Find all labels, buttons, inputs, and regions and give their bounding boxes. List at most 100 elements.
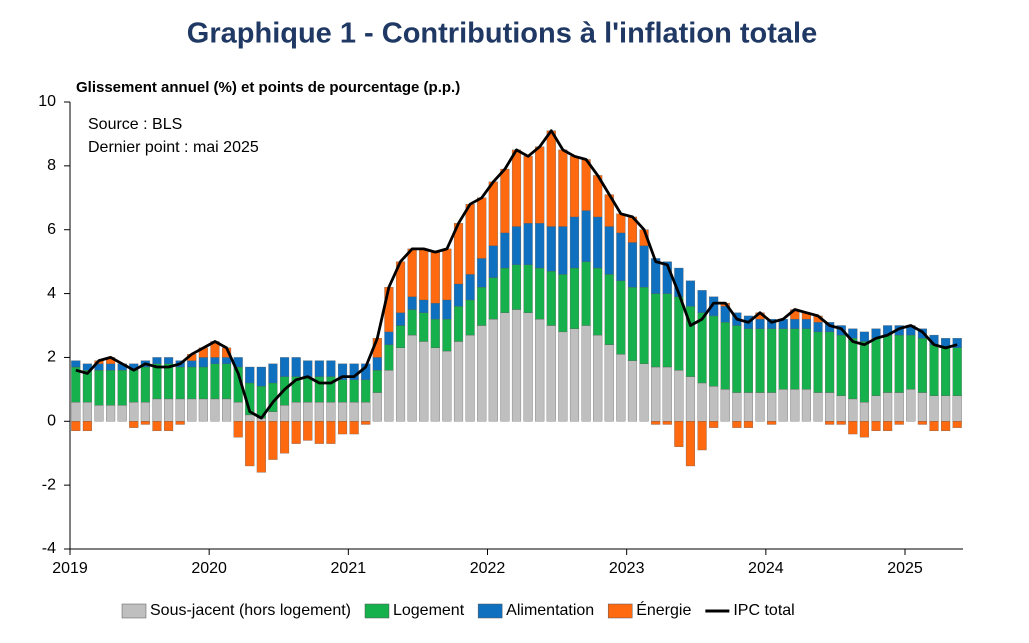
bar [129,370,139,403]
bar [349,401,359,422]
bar [848,338,858,400]
bar [558,149,568,227]
bar [848,328,858,339]
bar [535,146,545,224]
bar [546,271,556,326]
bar [535,318,545,422]
bar [929,395,939,422]
bar [233,401,243,422]
bar [755,392,765,422]
bar [569,216,580,269]
bar [917,338,927,393]
bar [279,405,290,422]
bar [697,312,707,384]
bar [407,296,417,310]
bar [129,401,139,422]
bar [523,312,533,422]
x-tick-label: 2023 [609,560,645,577]
bar [477,287,487,326]
bar [407,248,417,297]
bar [488,245,498,278]
bar [952,338,962,348]
bar [222,363,232,400]
legend-label: Énergie [636,600,691,619]
bar [523,156,533,224]
bar [442,248,452,301]
bar [488,277,498,320]
bar [453,283,464,307]
bar [709,386,719,422]
bar [627,287,638,361]
bar [871,395,881,422]
bar [917,421,927,425]
bar [326,360,336,377]
bar [709,421,719,428]
bar [279,421,290,454]
x-tick-label: 2025 [887,560,923,577]
bar [941,421,951,432]
bar [106,363,116,371]
bar [175,398,185,422]
bar [372,357,382,371]
legend-swatch [364,603,390,619]
bar [627,360,638,422]
bar [511,264,522,310]
bar [349,421,359,435]
bar [581,210,591,262]
bar [755,318,765,329]
bar [326,401,336,422]
bar [395,325,406,349]
y-tick-label: 2 [47,349,56,366]
bar [813,322,823,333]
bar [825,392,835,422]
y-tick-label: -4 [42,540,56,557]
bar [303,401,313,422]
bar [732,392,742,422]
bar [198,398,208,422]
bar [222,398,232,422]
bar [117,370,127,406]
bar [755,328,765,393]
bar [674,296,684,371]
bar [604,344,614,422]
bar [917,392,927,422]
bar [198,366,208,400]
bar [535,267,545,320]
bar [859,421,869,438]
bar [871,421,881,432]
bar [952,347,962,396]
bar [465,334,475,422]
bar [453,341,464,422]
bar [546,325,556,422]
bar [488,318,498,422]
bar [500,232,510,269]
x-tick-label: 2020 [191,560,227,577]
bar [929,421,939,432]
bar [256,366,266,387]
bar [767,421,777,425]
bar [233,421,243,438]
bar [778,328,788,390]
bar [662,421,672,425]
bar [314,401,324,422]
bar [314,360,324,377]
bar [129,421,139,428]
bar [222,357,232,364]
bar [732,421,742,428]
bar [813,392,823,422]
bar [558,274,568,333]
bar [767,318,777,329]
bar [94,370,104,406]
bar [801,328,811,390]
y-tick-label: 6 [47,221,56,238]
bar [430,302,440,320]
bar [894,334,904,393]
bar [848,398,858,422]
bar [558,331,568,422]
bar [337,421,348,435]
bar [106,405,116,422]
bar [164,363,174,400]
bar [743,392,754,422]
legend-swatch [477,603,503,619]
bar [384,370,394,422]
